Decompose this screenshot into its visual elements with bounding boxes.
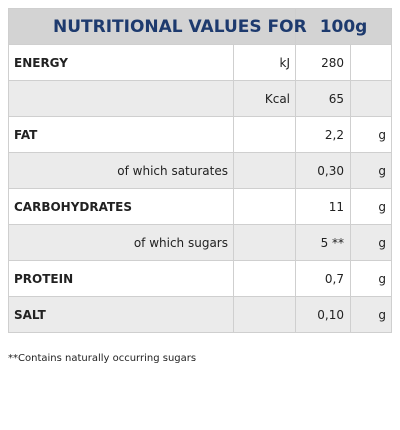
value: 0,7 — [295, 260, 352, 297]
table-row: PROTEIN 0,7 g — [8, 260, 393, 297]
table-row: CARBOHYDRATES 11 g — [8, 188, 393, 225]
table-row: FAT 2,2 g — [8, 116, 393, 153]
empty-cell — [232, 224, 297, 261]
table-row: Kcal 65 — [8, 80, 393, 117]
table-body: NUTRITIONAL VALUES FOR 100g ENERGY kJ 280 K… — [7, 8, 393, 333]
empty-cell — [232, 188, 297, 225]
empty-cell — [8, 80, 234, 117]
unit: g — [350, 260, 393, 297]
unit: g — [350, 224, 393, 261]
empty-cell — [232, 116, 297, 153]
value: 11 — [295, 188, 352, 225]
row-sublabel: of which saturates — [8, 152, 234, 189]
unit: g — [350, 152, 393, 189]
unit: g — [350, 296, 393, 333]
energy-unit: Kcal — [232, 80, 297, 117]
row-label: FAT — [8, 116, 234, 153]
table-row: ENERGY kJ 280 — [8, 44, 393, 81]
table-row: SALT 0,10 g — [8, 296, 393, 333]
header-row: NUTRITIONAL VALUES FOR 100g — [7, 8, 393, 45]
value: 280 — [295, 44, 352, 81]
value: 65 — [295, 80, 352, 117]
row-label: ENERGY — [8, 44, 234, 81]
unit: g — [350, 188, 393, 225]
empty-cell — [232, 152, 297, 189]
header-title: NUTRITIONAL VALUES FOR — [7, 8, 307, 45]
row-label: PROTEIN — [8, 260, 234, 297]
row-label: CARBOHYDRATES — [8, 188, 234, 225]
table-row: of which sugars 5 ** g — [8, 224, 393, 261]
unit: g — [350, 116, 393, 153]
empty-cell — [350, 44, 393, 81]
value: 0,30 — [295, 152, 352, 189]
empty-cell — [350, 80, 393, 117]
value: 2,2 — [295, 116, 352, 153]
table-row: of which saturates 0,30 g — [8, 152, 393, 189]
empty-cell — [232, 296, 297, 333]
nutrition-table: NUTRITIONAL VALUES FOR 100g ENERGY kJ 280 K… — [7, 8, 393, 333]
energy-unit: kJ — [232, 44, 297, 81]
value: 0,10 — [295, 296, 352, 333]
header-amount: 100g — [295, 8, 393, 45]
footnote: **Contains naturally occurring sugars — [8, 353, 197, 364]
empty-cell — [232, 260, 297, 297]
row-sublabel: of which sugars — [8, 224, 234, 261]
value: 5 ** — [295, 224, 352, 261]
row-label: SALT — [8, 296, 234, 333]
